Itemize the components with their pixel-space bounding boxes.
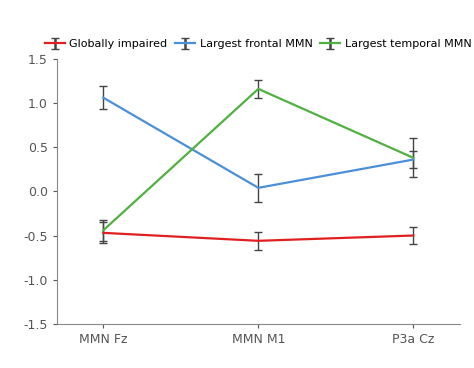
Legend: Globally impaired, Largest frontal MMN, Largest temporal MMN: Globally impaired, Largest frontal MMN, … — [41, 35, 474, 54]
